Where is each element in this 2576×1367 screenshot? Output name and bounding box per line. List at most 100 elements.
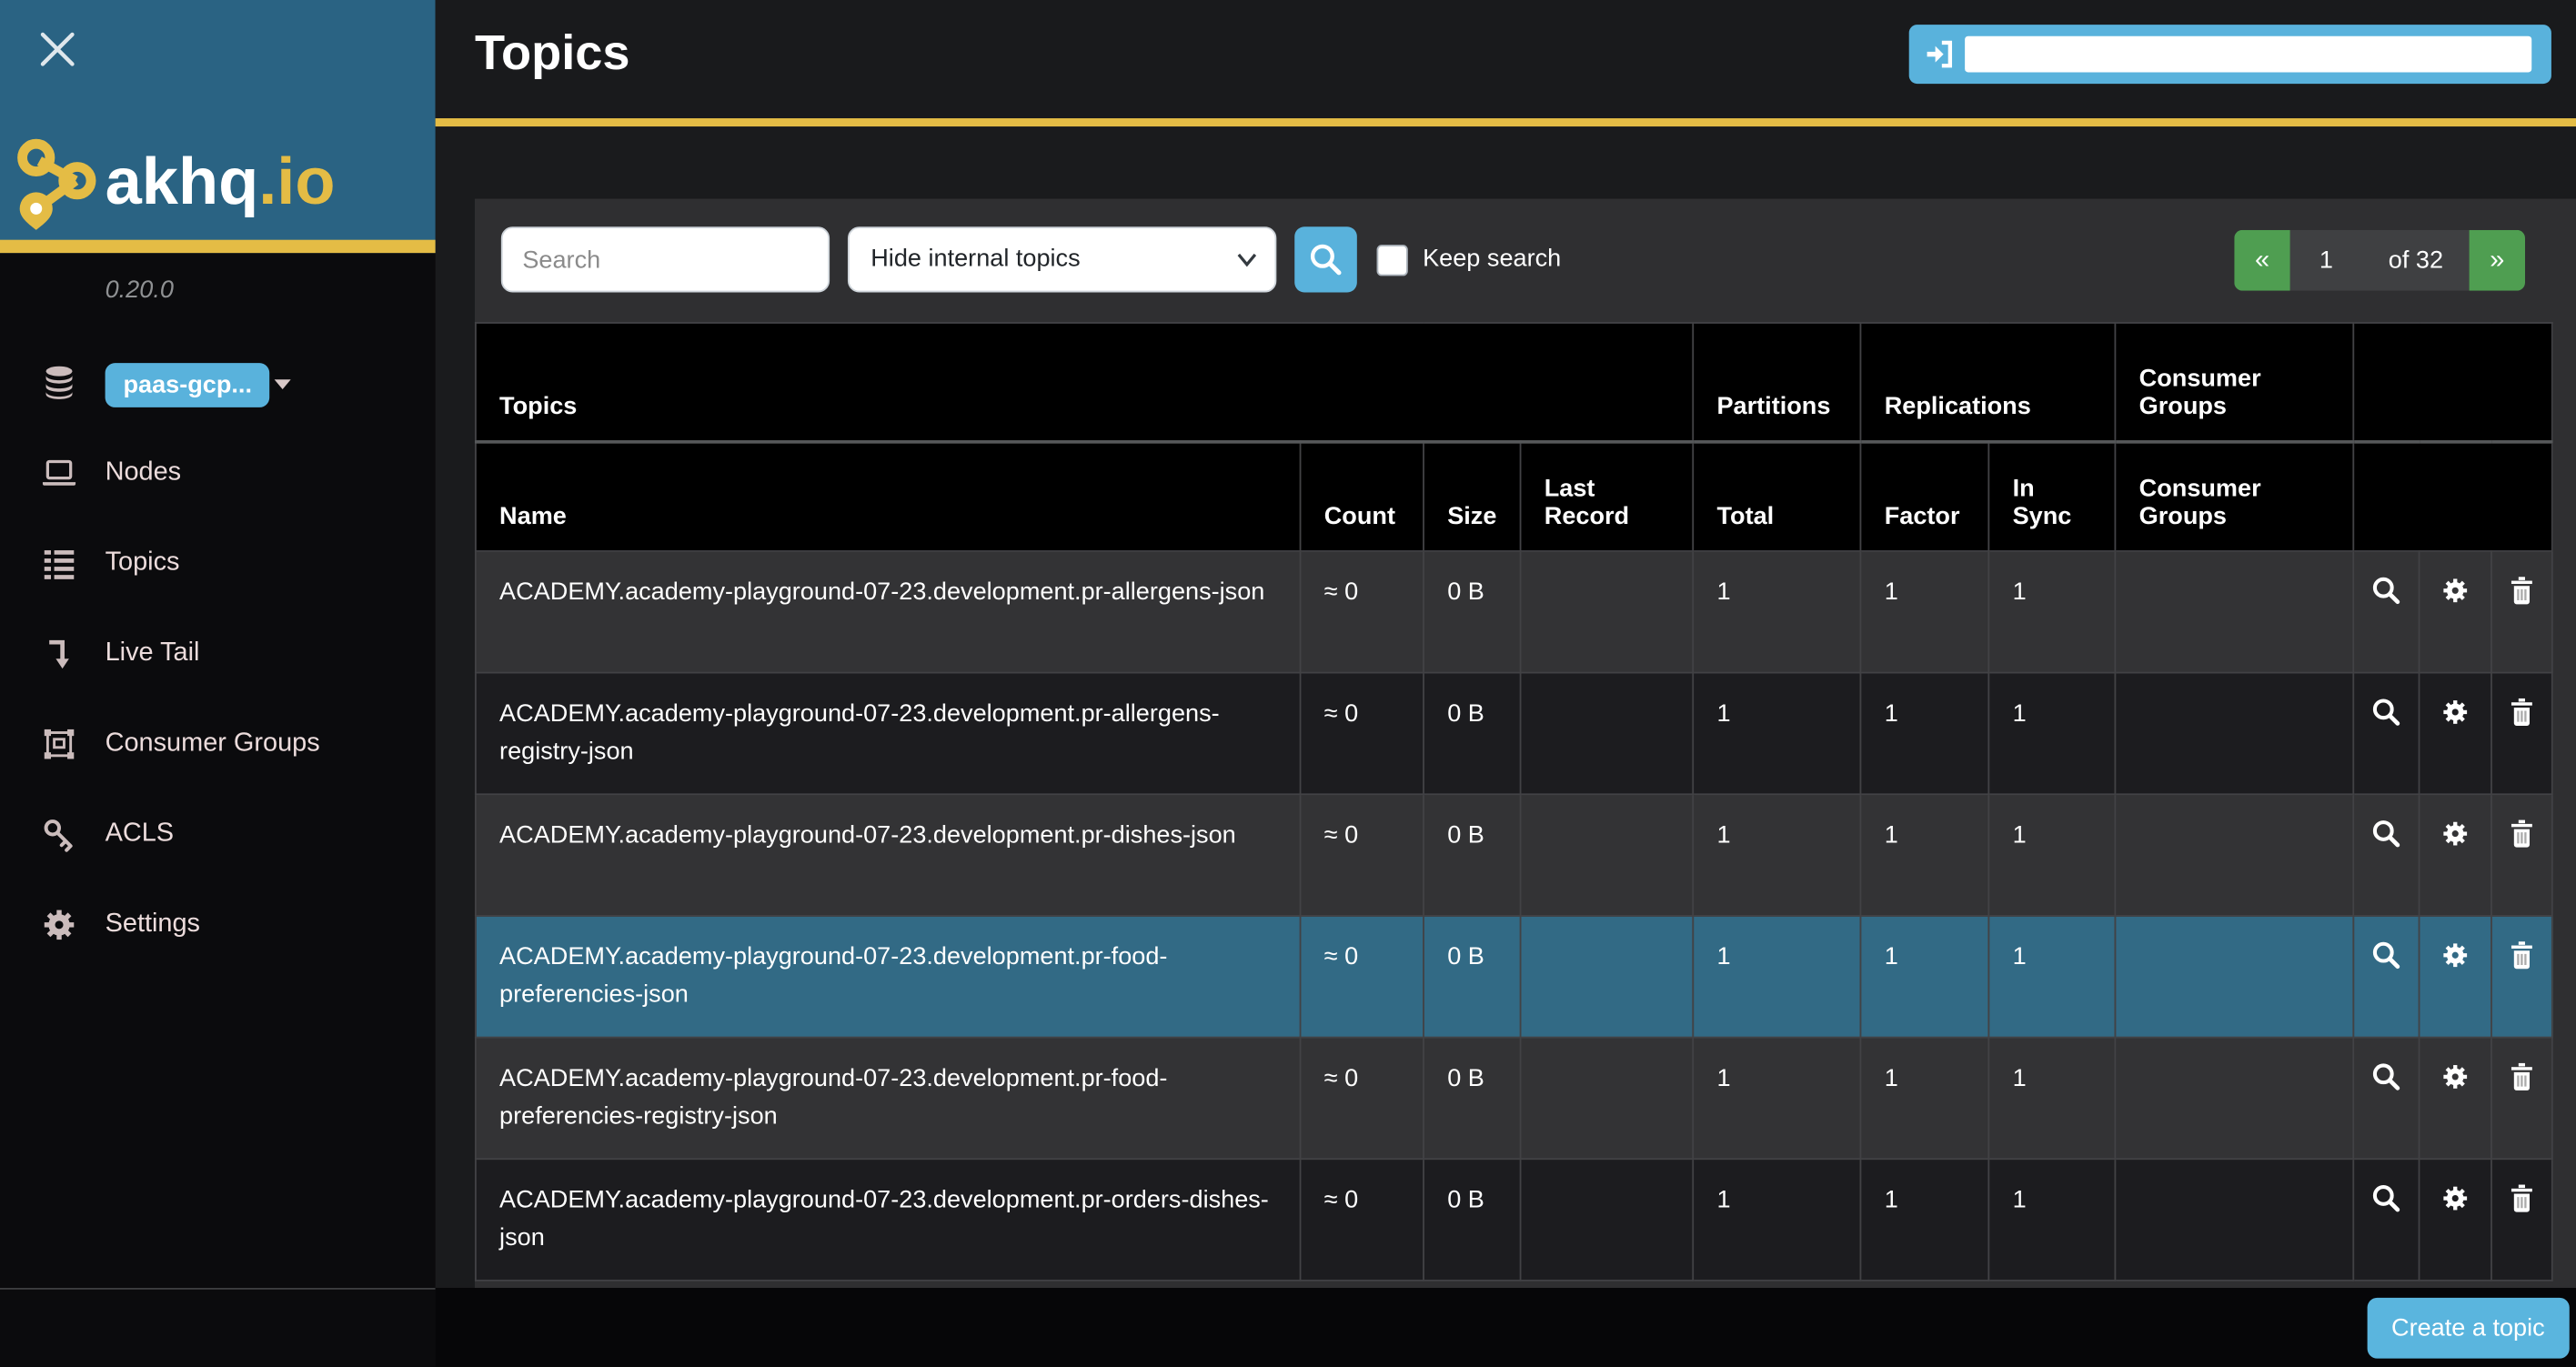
sidebar-cluster-selector[interactable]: paas-gcp...	[0, 355, 436, 410]
sidebar-item-topics[interactable]: Topics	[0, 536, 436, 591]
app-version: 0.20.0	[105, 276, 174, 305]
keep-search-label: Keep search	[1423, 245, 1562, 273]
topic-size-cell: 0 B	[1423, 550, 1522, 674]
topic-replication-factor-cell: 1	[1859, 915, 1990, 1039]
col-header-size: Size	[1423, 440, 1522, 552]
table-row[interactable]: ACADEMY.academy-playground-07-23.develop…	[474, 793, 2553, 917]
gear-icon	[2443, 1186, 2468, 1211]
table-body: ACADEMY.academy-playground-07-23.develop…	[474, 550, 2553, 1282]
topic-in-sync-cell: 1	[1987, 915, 2117, 1039]
topic-delete-action[interactable]	[2490, 1158, 2553, 1282]
app-logo[interactable]: akhq.io	[13, 135, 336, 230]
topic-size-cell: 0 B	[1423, 915, 1522, 1039]
magnifier-icon	[2372, 941, 2400, 970]
topic-name-cell[interactable]: ACADEMY.academy-playground-07-23.develop…	[474, 1158, 1302, 1282]
trash-icon	[2511, 1184, 2532, 1212]
gear-icon	[2443, 578, 2468, 603]
topic-name-cell[interactable]: ACADEMY.academy-playground-07-23.develop…	[474, 1036, 1302, 1161]
cluster-badge[interactable]: paas-gcp...	[105, 363, 270, 407]
topic-name-cell[interactable]: ACADEMY.academy-playground-07-23.develop…	[474, 671, 1302, 796]
col-header-actions	[2352, 440, 2553, 552]
topic-count-cell: ≈ 0	[1299, 793, 1424, 917]
topic-replication-factor-cell: 1	[1859, 793, 1990, 917]
topic-search-action[interactable]	[2352, 550, 2420, 674]
topic-config-action[interactable]	[2418, 793, 2492, 917]
topic-config-action[interactable]	[2418, 1036, 2492, 1161]
topic-in-sync-cell: 1	[1987, 793, 2117, 917]
topic-last-record-cell	[1519, 550, 1695, 674]
topic-delete-action[interactable]	[2490, 915, 2553, 1039]
object-group-icon	[44, 729, 75, 759]
topic-name-cell[interactable]: ACADEMY.academy-playground-07-23.develop…	[474, 793, 1302, 917]
sidebar-item-nodes[interactable]: Nodes	[0, 445, 436, 500]
topic-delete-action[interactable]	[2490, 550, 2553, 674]
table-row[interactable]: ACADEMY.academy-playground-07-23.develop…	[474, 1036, 2553, 1161]
topic-config-action[interactable]	[2418, 671, 2492, 796]
list-icon	[44, 550, 75, 579]
topic-filter-select[interactable]: Hide internal topics	[847, 226, 1277, 293]
logo-block: akhq.io	[0, 0, 436, 254]
topic-config-action[interactable]	[2418, 550, 2492, 674]
gear-icon	[2443, 821, 2468, 846]
topic-count-cell: ≈ 0	[1299, 1036, 1424, 1161]
gear-icon	[2443, 1065, 2468, 1089]
top-bar: Topics	[435, 0, 2576, 127]
topic-search-action[interactable]	[2352, 671, 2420, 796]
topic-search-action[interactable]	[2352, 1158, 2420, 1282]
topic-partitions-total-cell: 1	[1692, 1158, 1862, 1282]
login-button[interactable]	[1908, 25, 2551, 85]
col-header-last-record: Last Record	[1519, 440, 1695, 552]
topic-delete-action[interactable]	[2490, 1036, 2553, 1161]
sidebar-item-consumer-groups[interactable]: Consumer Groups	[0, 716, 436, 771]
topic-partitions-total-cell: 1	[1692, 915, 1862, 1039]
topic-replication-factor-cell: 1	[1859, 1158, 1990, 1282]
topic-in-sync-cell: 1	[1987, 671, 2117, 796]
topic-name-cell[interactable]: ACADEMY.academy-playground-07-23.develop…	[474, 550, 1302, 674]
topic-partitions-total-cell: 1	[1692, 793, 1862, 917]
level-down-arrow-icon	[49, 639, 69, 669]
sign-in-icon	[1927, 40, 1953, 68]
sidebar-item-settings[interactable]: Settings	[0, 897, 436, 952]
topics-table: Topics Partitions Replications Consumer …	[474, 321, 2553, 1282]
table-row[interactable]: ACADEMY.academy-playground-07-23.develop…	[474, 671, 2553, 796]
topic-size-cell: 0 B	[1423, 1036, 1522, 1161]
table-row[interactable]: ACADEMY.academy-playground-07-23.develop…	[474, 915, 2553, 1039]
topic-count-cell: ≈ 0	[1299, 915, 1424, 1039]
topic-count-cell: ≈ 0	[1299, 1158, 1424, 1282]
topic-delete-action[interactable]	[2490, 671, 2553, 796]
topic-search-action[interactable]	[2352, 793, 2420, 917]
topic-search-action[interactable]	[2352, 1036, 2420, 1161]
sidebar-item-acls[interactable]: ACLS	[0, 807, 436, 862]
topic-last-record-cell	[1519, 1036, 1695, 1161]
topic-config-action[interactable]	[2418, 915, 2492, 1039]
pagination-prev-button[interactable]: «	[2234, 229, 2290, 291]
pagination-current-page[interactable]: 1	[2319, 246, 2334, 275]
pagination-next-button[interactable]: »	[2469, 229, 2526, 291]
topic-in-sync-cell: 1	[1987, 1158, 2117, 1282]
trash-icon	[2511, 941, 2532, 970]
close-sidebar-icon[interactable]	[33, 25, 82, 74]
topic-delete-action[interactable]	[2490, 793, 2553, 917]
key-icon	[44, 819, 73, 852]
search-button[interactable]	[1294, 226, 1357, 293]
caret-down-icon	[274, 379, 291, 390]
table-row[interactable]: ACADEMY.academy-playground-07-23.develop…	[474, 550, 2553, 674]
login-field[interactable]	[1965, 35, 2532, 73]
topic-search-action[interactable]	[2352, 915, 2420, 1039]
create-topic-button[interactable]: Create a topic	[2366, 1297, 2570, 1359]
page-title: Topics	[474, 25, 630, 81]
search-input[interactable]	[500, 226, 830, 293]
pagination: « 1 of 32 »	[2234, 229, 2526, 291]
sidebar-footer-divider	[0, 1287, 436, 1290]
trash-icon	[2511, 819, 2532, 848]
keep-search-checkbox[interactable]	[1376, 245, 1408, 276]
table-group-header-row: Topics Partitions Replications Consumer …	[474, 321, 2553, 443]
topic-config-action[interactable]	[2418, 1158, 2492, 1282]
table-row[interactable]: ACADEMY.academy-playground-07-23.develop…	[474, 1158, 2553, 1282]
topic-last-record-cell	[1519, 793, 1695, 917]
sidebar-item-live-tail[interactable]: Live Tail	[0, 626, 436, 681]
topic-name-cell[interactable]: ACADEMY.academy-playground-07-23.develop…	[474, 915, 1302, 1039]
col-header-consumer-groups: Consumer Groups	[2114, 440, 2355, 552]
topic-consumer-groups-cell	[2114, 550, 2355, 674]
magnifier-icon	[2372, 1185, 2400, 1212]
